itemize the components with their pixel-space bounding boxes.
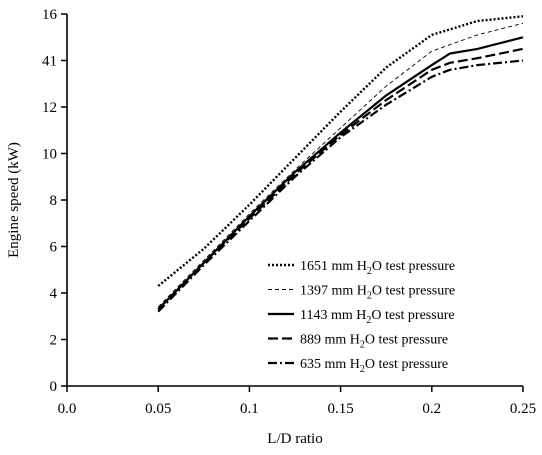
x-tick-label: 0.25 (510, 401, 536, 417)
series-layer (157, 15, 524, 313)
x-tick-label: 0.05 (145, 401, 171, 417)
y-tick-label: 41 (42, 54, 57, 70)
series-line-4 (157, 47, 524, 311)
legend-label-1: 1651 mm H2O test pressure (300, 259, 455, 277)
series-line-5 (157, 59, 524, 313)
axes (66, 14, 523, 387)
legend-label-3: 1143 mm H2O test pressure (300, 308, 455, 326)
series-line-2 (157, 22, 524, 308)
x-axis-title: L/D ratio (267, 431, 322, 447)
y-tick-label: 0 (50, 379, 58, 395)
x-tick-label: 0.2 (422, 401, 441, 417)
series-line-1 (157, 15, 524, 287)
y-tick-label: 8 (50, 193, 58, 209)
ticks: 0.0 0.05 0.1 0.15 0.2 0.25 0 2 4 6 8 10 12 41 16 (42, 7, 536, 417)
legend-label-2: 1397 mm H2O test pressure (300, 284, 455, 302)
legend: 1651 mm H2O test pressure 1397 mm H2O tes… (268, 259, 455, 375)
y-tick-label: 4 (50, 286, 58, 302)
x-tick-label: 0.1 (240, 401, 259, 417)
y-tick-label: 16 (42, 7, 58, 23)
y-tick-label: 6 (50, 240, 58, 256)
y-tick-label: 12 (42, 100, 57, 116)
y-tick-label: 2 (50, 333, 58, 349)
y-tick-label: 10 (42, 147, 57, 163)
series-line-3 (157, 36, 524, 311)
x-tick-label: 0.15 (327, 401, 353, 417)
x-tick-label: 0.0 (58, 401, 77, 417)
legend-label-5: 635 mm H2O test pressure (300, 357, 448, 375)
y-axis-title: Engine speed (kW) (6, 142, 22, 258)
legend-label-4: 889 mm H2O test pressure (300, 333, 448, 351)
